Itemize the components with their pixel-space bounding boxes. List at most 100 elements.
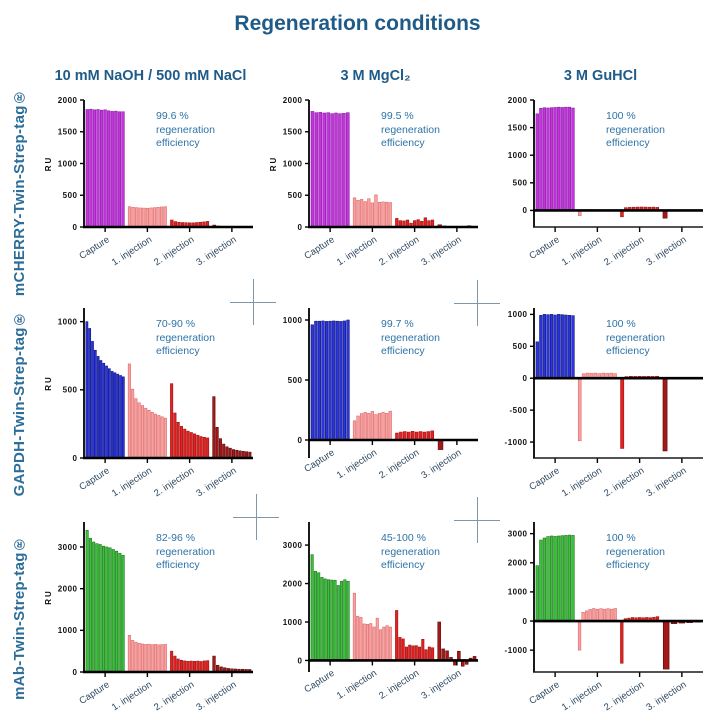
- x-group-label: 3. injection: [194, 234, 238, 268]
- bar: [115, 550, 119, 673]
- y-tick-label: 2000: [508, 96, 528, 105]
- bar: [414, 645, 418, 661]
- bar: [553, 107, 557, 211]
- bar: [588, 609, 592, 622]
- bar: [335, 320, 339, 441]
- y-tick-label: 2000: [58, 96, 78, 105]
- x-group-label: 3. injection: [644, 679, 688, 713]
- bar: [374, 414, 378, 441]
- chart-gapdh-mgcl2: 0 500 1000 Capture 1. injection 2. injection 3…: [263, 296, 488, 510]
- bar: [613, 608, 617, 622]
- chart-gapdh-naoh: 0 500 1000 RU Capture 1. injection 2. injectio…: [38, 296, 263, 510]
- x-group-label: Capture: [77, 234, 111, 262]
- bar: [179, 426, 183, 459]
- x-group-label: 1. injection: [335, 668, 379, 702]
- y-tick-label: 0: [73, 454, 78, 463]
- bar: [571, 315, 575, 379]
- chart-mab-guhcl: -1000 0 1000 2000 3000 Capture 1. injection 2. …: [488, 510, 713, 724]
- bar: [424, 649, 428, 661]
- bar: [107, 110, 111, 228]
- bar: [549, 107, 554, 211]
- x-group-label: Capture: [527, 679, 561, 707]
- bar: [577, 620, 582, 651]
- figure-title-bar: Regeneration conditions: [0, 0, 715, 36]
- bar: [595, 609, 599, 622]
- x-group-label: 2. injection: [152, 234, 196, 268]
- bar: [535, 341, 539, 379]
- bar: [367, 198, 371, 228]
- bar: [138, 207, 142, 228]
- bar: [92, 541, 96, 673]
- y-tick-label: 0: [523, 374, 528, 383]
- row-gapdh: GAPDH-Twin-Strep-tag® 0 500 1000 RU Capture 1…: [0, 296, 715, 510]
- bar: [388, 626, 392, 661]
- x-group-label: Capture: [77, 465, 111, 493]
- bar: [110, 371, 114, 459]
- bar: [388, 202, 392, 228]
- bar: [379, 629, 383, 661]
- bar: [199, 436, 203, 459]
- bar: [592, 608, 596, 622]
- bar: [193, 433, 197, 459]
- bar: [360, 199, 364, 228]
- bar: [88, 328, 92, 459]
- bar: [212, 396, 216, 459]
- bar: [147, 643, 151, 673]
- bar: [542, 314, 547, 379]
- bar: [131, 640, 135, 673]
- bar: [110, 111, 114, 228]
- y-tick-label: -1000: [505, 438, 528, 447]
- y-tick-label: 0: [73, 668, 78, 677]
- bar: [127, 363, 131, 459]
- bar: [202, 660, 206, 673]
- bar: [542, 107, 547, 211]
- bar: [85, 109, 89, 228]
- y-tick-label: 1000: [508, 588, 528, 597]
- x-group-label: 2. injection: [152, 679, 196, 713]
- bar: [149, 207, 153, 228]
- bar: [98, 544, 102, 673]
- bar: [99, 360, 103, 459]
- bar: [222, 443, 226, 459]
- chart-mab-mgcl2: 0 1000 2000 3000 Capture 1. injection 2. injec…: [263, 510, 488, 724]
- y-tick-label: 1000: [283, 159, 303, 168]
- y-axis-label: RU: [269, 156, 278, 172]
- bar: [228, 447, 232, 459]
- x-group-label: 1. injection: [560, 234, 604, 268]
- x-group-label: 2. injection: [602, 679, 646, 713]
- bar: [356, 415, 360, 441]
- annotation-mcherry-guhcl: 100 % regeneration efficiency: [606, 110, 665, 150]
- bar: [140, 405, 144, 459]
- bar: [122, 376, 125, 459]
- bar: [356, 616, 360, 661]
- bar: [318, 112, 323, 228]
- bar: [352, 592, 356, 661]
- x-group-label: 1. injection: [335, 234, 379, 268]
- bar: [317, 320, 322, 441]
- bar: [85, 530, 89, 673]
- bar: [352, 197, 357, 228]
- bar: [535, 113, 539, 211]
- bar: [140, 643, 144, 673]
- bar: [427, 646, 431, 661]
- bar: [437, 439, 444, 450]
- y-tick-label: 1500: [58, 128, 78, 137]
- x-group-label: Capture: [527, 234, 561, 262]
- column-header-mgcl2: 3 M MgCl₂: [340, 68, 411, 84]
- bar: [546, 107, 550, 211]
- bar: [342, 320, 347, 441]
- bar: [85, 321, 89, 459]
- bar: [365, 624, 369, 661]
- bar: [310, 554, 314, 661]
- bar: [363, 412, 367, 441]
- annotation-mab-guhcl: 100 % regeneration efficiency: [606, 532, 665, 572]
- y-tick-label: 500: [63, 386, 78, 395]
- bar: [322, 112, 326, 228]
- bar: [310, 324, 314, 441]
- row-mab: mAb-Twin-Strep-tag® 0 1000 2000 3000 RU Captu…: [0, 510, 715, 724]
- bar: [324, 321, 329, 441]
- y-tick-label: 2000: [283, 96, 303, 105]
- y-tick-label: 0: [298, 656, 303, 665]
